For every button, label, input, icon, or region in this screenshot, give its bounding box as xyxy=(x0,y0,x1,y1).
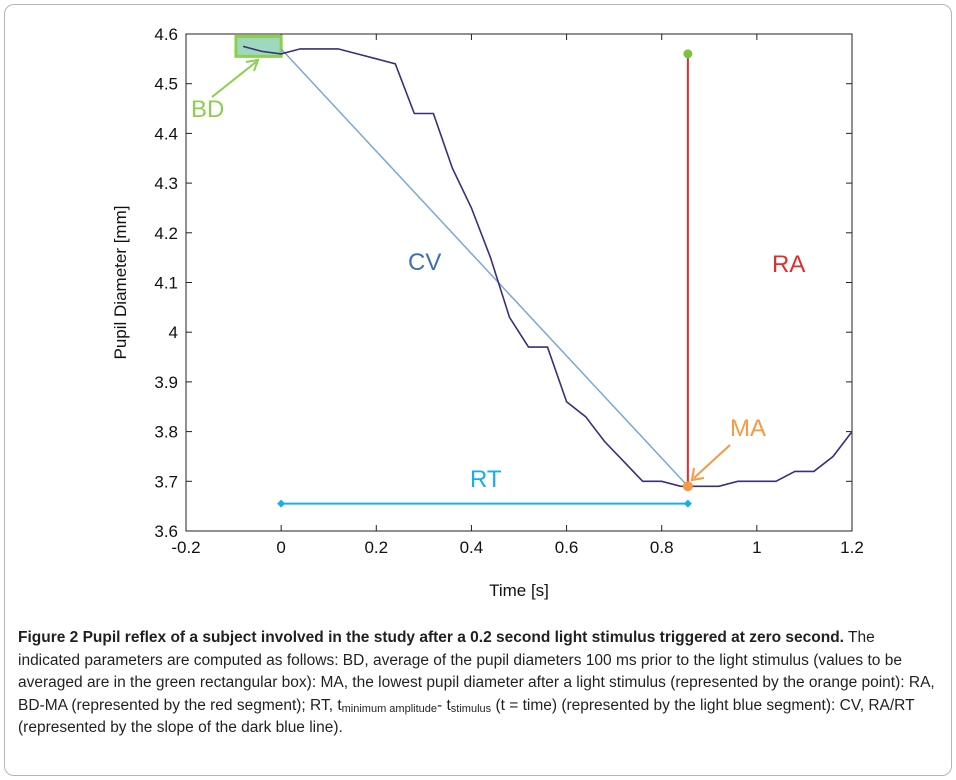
bd-box xyxy=(234,34,283,58)
pupil-diameter-line xyxy=(242,45,853,488)
bd-arrow xyxy=(211,61,257,98)
ma-arrow-head xyxy=(690,467,705,482)
y-tick-label: 3.8 xyxy=(154,423,178,442)
rt-start-marker xyxy=(277,499,286,508)
y-tick-label: 3.6 xyxy=(154,522,178,541)
x-tick-label: 0 xyxy=(276,538,285,557)
y-tick-label: 4.4 xyxy=(154,124,178,143)
x-tick-label: 0.8 xyxy=(650,538,674,557)
y-tick-label: 4.3 xyxy=(154,174,178,193)
rt-end-marker xyxy=(683,499,692,508)
y-tick-label: 3.9 xyxy=(154,373,178,392)
y-tick-label: 4.5 xyxy=(154,75,178,94)
bd-arrow-head xyxy=(245,58,260,72)
cv-label: CV xyxy=(408,249,441,276)
rt-label: RT xyxy=(470,466,502,493)
x-tick-label: 0.4 xyxy=(460,538,484,557)
x-tick-label: -0.2 xyxy=(171,538,200,557)
caption-text-3: (t = time) (represented by the light blu… xyxy=(18,696,915,737)
series: MA xyxy=(242,45,853,492)
plot-area xyxy=(185,33,853,532)
ma-point xyxy=(682,481,693,492)
x-tick-label: 1 xyxy=(752,538,761,557)
y-tick-label: 4.1 xyxy=(154,274,178,293)
bd-label: BD xyxy=(191,96,224,123)
y-axis-label: Pupil Diameter [mm] xyxy=(111,206,130,360)
annotations: BD CV RA RT xyxy=(191,34,805,508)
caption-text-2: - t xyxy=(437,696,451,714)
ra-top-point xyxy=(683,49,693,59)
y-tick-label: 4.6 xyxy=(154,25,178,44)
x-axis-label: Time [s] xyxy=(489,581,549,600)
cv-line xyxy=(280,48,689,487)
caption-sub-1: minimum amplitude xyxy=(341,702,438,715)
caption-sub-2: stimulus xyxy=(450,702,492,715)
y-tick-label: 3.7 xyxy=(154,472,178,491)
y-tick-label: 4.2 xyxy=(154,224,178,243)
x-tick-label: 1.2 xyxy=(840,538,864,557)
y-tick-label: 4 xyxy=(169,323,178,342)
x-tick-label: 0.6 xyxy=(555,538,579,557)
ra-label: RA xyxy=(772,251,805,278)
caption-title: Figure 2 Pupil reflex of a subject invol… xyxy=(18,629,844,646)
figure-caption: Figure 2 Pupil reflex of a subject invol… xyxy=(18,627,940,740)
ma-arrow xyxy=(693,444,731,479)
ma-label: MA xyxy=(730,415,766,442)
axes: -0.2 0 0.2 0.4 0.6 0.8 1 1.2 3.6 3.7 3.8 3.9 4 4.1 4.2… xyxy=(111,25,864,600)
caption-text-1: The indicated parameters are computed as… xyxy=(18,629,935,714)
pupil-reflex-chart: -0.2 0 0.2 0.4 0.6 0.8 1 1.2 3.6 3.7 3.8 3.9 4 4.1 4.2… xyxy=(111,25,864,600)
x-tick-label: 0.2 xyxy=(364,538,388,557)
